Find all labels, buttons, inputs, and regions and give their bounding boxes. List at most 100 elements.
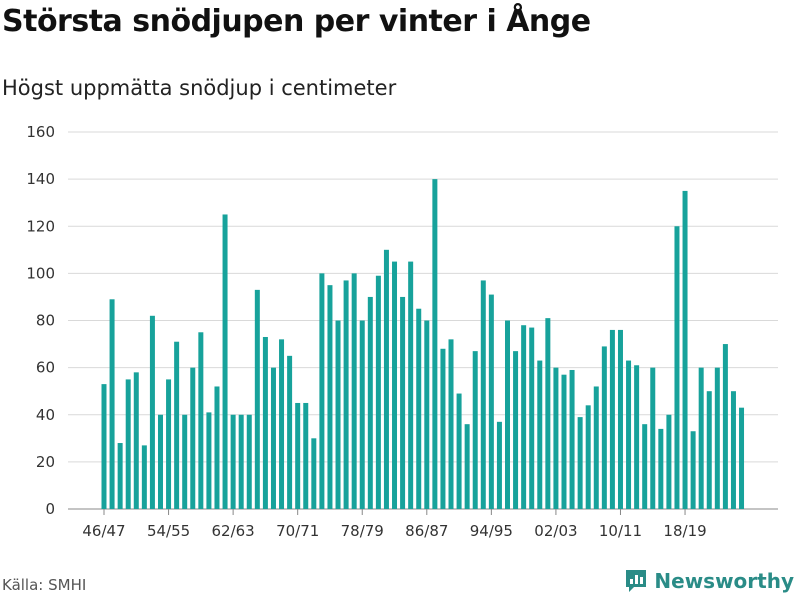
bar[interactable]: 16/17: 40: [666, 414, 672, 509]
bar[interactable]: 56/57: 40: [182, 414, 188, 509]
bar[interactable]: 10/11: 76: [617, 329, 623, 509]
bar[interactable]: 60/61: 52: [214, 386, 220, 509]
bar[interactable]: 13/14: 36: [642, 424, 648, 509]
bar[interactable]: 47/48: 89: [109, 299, 115, 509]
bar[interactable]: 99/00: 77: [529, 327, 535, 509]
bar[interactable]: 82/83: 105: [392, 261, 398, 509]
bar[interactable]: 07/08: 52: [593, 386, 599, 509]
bar-chart: 0 20 40 60 80 100 120 140 160 46/47: 5347/48: 89…: [26, 123, 778, 540]
bar[interactable]: 06/07: 44: [585, 405, 591, 509]
chart-title: Största snödjupen per vinter i Ånge: [2, 4, 591, 39]
bar[interactable]: 05/06: 39: [577, 417, 583, 509]
bar[interactable]: 58/59: 75: [198, 332, 204, 509]
bar[interactable]: 51/52: 27: [141, 445, 147, 509]
x-tick-label: 46/47: [82, 522, 125, 540]
bar[interactable]: 80/81: 99: [375, 275, 381, 509]
bar[interactable]: undefined: 43: [739, 407, 745, 509]
bar[interactable]: 00/01: 63: [537, 360, 543, 509]
x-tick-label: 70/71: [276, 522, 319, 540]
bar[interactable]: 68/69: 72: [279, 339, 285, 509]
bar[interactable]: 52/53: 82: [149, 315, 155, 509]
bar[interactable]: 86/87: 80: [424, 320, 430, 510]
y-tick-label: 0: [45, 500, 55, 518]
bar[interactable]: 90/91: 49: [456, 393, 462, 509]
x-tick-label: 78/79: [341, 522, 384, 540]
bar[interactable]: 79/80: 90: [367, 296, 373, 509]
y-tick-label: 60: [36, 359, 55, 377]
bar[interactable]: 50/51: 58: [133, 372, 139, 509]
bar[interactable]: 71/72: 45: [303, 402, 309, 509]
bar[interactable]: 49/50: 55: [125, 379, 131, 509]
source-note: Källa: SMHI: [2, 576, 87, 594]
bar[interactable]: 94/95: 91: [488, 294, 494, 509]
bar[interactable]: 98/99: 78: [521, 325, 527, 509]
bar[interactable]: 76/77: 97: [343, 280, 349, 509]
bar[interactable]: 74/75: 95: [327, 285, 333, 509]
bar[interactable]: 96/97: 80: [505, 320, 510, 510]
y-tick-label: 100: [26, 264, 55, 282]
bar[interactable]: 72/73: 30: [311, 438, 317, 509]
bar[interactable]: 69/70: 65: [287, 355, 293, 509]
bar[interactable]: 67/68: 60: [270, 367, 276, 510]
bar[interactable]: 62/63: 40: [230, 414, 236, 509]
x-tick-label: 10/11: [599, 522, 642, 540]
bar[interactable]: 20/21: 60: [698, 367, 704, 510]
bar[interactable]: 63/64: 40: [238, 414, 244, 509]
x-tick-label: 94/95: [470, 522, 513, 540]
bar[interactable]: 95/96: 37: [496, 421, 502, 509]
bar[interactable]: 78/79: 80: [359, 320, 365, 510]
bar[interactable]: 66/67: 73: [262, 336, 268, 509]
bar[interactable]: 18/19: 135: [682, 190, 688, 509]
bar[interactable]: 12/13: 61: [634, 365, 640, 509]
bar[interactable]: 22/23: 60: [714, 367, 720, 510]
y-tick-label: 40: [36, 406, 55, 424]
y-tick-label: 140: [26, 170, 55, 188]
bar[interactable]: 53/54: 40: [157, 414, 163, 509]
bar[interactable]: 65/66: 93: [254, 289, 260, 509]
bar[interactable]: 19/20: 33: [690, 431, 696, 509]
bar[interactable]: 02/03: 60: [553, 367, 559, 510]
bar[interactable]: 08/09: 69: [601, 346, 607, 509]
bar[interactable]: 64/65: 40: [246, 414, 252, 509]
bar[interactable]: 83/84: 90: [400, 296, 406, 509]
bar[interactable]: 77/78: 100: [351, 273, 357, 510]
bar[interactable]: 15/16: 34: [658, 428, 664, 509]
newsworthy-logo-icon: [626, 570, 647, 592]
bar[interactable]: 21/22: 50: [706, 391, 712, 509]
bar[interactable]: 03/04: 57: [561, 374, 567, 509]
bar[interactable]: 87/88: 140: [432, 179, 438, 510]
bar[interactable]: 54/55: 55: [166, 379, 172, 509]
bar[interactable]: 04/05: 59: [569, 369, 575, 509]
bar[interactable]: 11/12: 63: [626, 360, 632, 509]
bar[interactable]: 17/18: 120: [674, 226, 680, 509]
y-axis-ticks: 0 20 40 60 80 100 120 140 160: [26, 123, 55, 518]
bar[interactable]: 81/82: 110: [383, 249, 389, 509]
bar[interactable]: 88/89: 68: [440, 348, 446, 509]
bar[interactable]: 73/74: 100: [319, 273, 325, 510]
bar[interactable]: 97/98: 67: [513, 351, 519, 509]
bar[interactable]: 59/60: 41: [206, 412, 212, 509]
bar[interactable]: 84/85: 105: [408, 261, 414, 509]
bar[interactable]: 23/24: 70: [722, 344, 728, 509]
bar[interactable]: 85/86: 85: [416, 308, 422, 509]
bar[interactable]: 09/10: 76: [609, 329, 615, 509]
bar[interactable]: 61/62: 125: [222, 214, 228, 509]
bar[interactable]: 01/02: 81: [545, 318, 551, 509]
bar[interactable]: 57/58: 60: [190, 367, 196, 510]
bars: 46/47: 5347/48: 8948/49: 2849/50: 5550/5…: [101, 179, 745, 510]
bar[interactable]: 91/92: 36: [464, 424, 470, 509]
bar[interactable]: 24/25: 50: [730, 391, 736, 509]
chart-subtitle: Högst uppmätta snödjup i centimeter: [2, 76, 397, 100]
bar[interactable]: 46/47: 53: [101, 384, 107, 509]
bar[interactable]: 75/76: 80: [335, 320, 341, 510]
bar[interactable]: 70/71: 45: [295, 402, 301, 509]
brand-logo[interactable]: Newsworthy: [624, 568, 794, 594]
bar[interactable]: 14/15: 60: [650, 367, 656, 510]
bar[interactable]: 93/94: 97: [480, 280, 486, 509]
bar[interactable]: 89/90: 72: [448, 339, 454, 509]
bar[interactable]: 92/93: 67: [472, 351, 478, 509]
bar[interactable]: 55/56: 71: [174, 341, 180, 509]
x-axis-ticks: 46/47 54/55 62/63 70/71 78/79 86/87 94/95 02/03…: [82, 509, 707, 540]
y-tick-label: 160: [26, 123, 55, 141]
bar[interactable]: 48/49: 28: [117, 443, 123, 509]
